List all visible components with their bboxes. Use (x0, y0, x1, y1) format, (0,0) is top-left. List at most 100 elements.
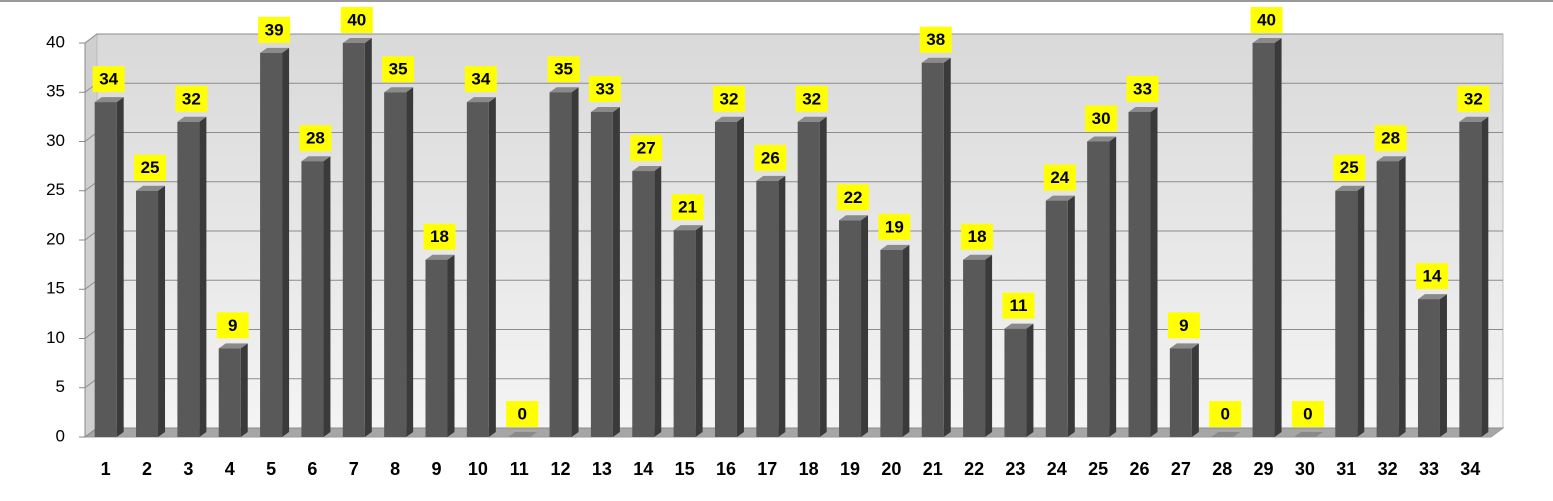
x-tick-label: 23 (1005, 459, 1025, 479)
bar-side (1150, 106, 1158, 437)
bar-side (199, 116, 207, 438)
value-label-bg (92, 66, 125, 93)
bar-top (880, 244, 910, 250)
bar-side (612, 106, 620, 437)
bar-top (590, 106, 620, 112)
value-label: 21 (678, 198, 697, 217)
bar (1459, 121, 1482, 438)
y-tick-label: 20 (46, 229, 65, 248)
value-label-bg (134, 154, 167, 181)
bar (839, 220, 862, 437)
bar (963, 259, 986, 437)
value-label: 24 (1050, 168, 1069, 187)
x-tick-label: 10 (468, 459, 488, 479)
value-label-bg (919, 26, 952, 53)
x-tick-label: 27 (1171, 459, 1191, 479)
y-tick-label: 30 (46, 131, 65, 150)
x-tick-label: 1 (101, 459, 111, 479)
x-tick-label: 34 (1460, 459, 1480, 479)
value-label-bg (1085, 105, 1118, 132)
bar-top (260, 47, 290, 53)
bar-top (1417, 294, 1447, 300)
x-tick-label: 31 (1336, 459, 1356, 479)
value-label: 32 (182, 89, 201, 108)
x-tick-label: 20 (881, 459, 901, 479)
x-tick-label: 11 (510, 459, 529, 479)
x-tick-label: 18 (799, 459, 819, 479)
bar (94, 102, 117, 437)
value-label: 9 (1179, 316, 1188, 335)
bar-side (654, 166, 662, 438)
x-tick-label: 9 (431, 459, 441, 479)
bar-side (406, 87, 414, 437)
bar-top (384, 87, 414, 93)
bar-top (797, 116, 827, 122)
bar (384, 92, 407, 437)
bar-top (301, 156, 331, 162)
value-label-bg (423, 223, 456, 250)
bar (1128, 111, 1151, 437)
bar-top (632, 166, 662, 172)
bar (797, 121, 820, 438)
value-label-bg (216, 312, 249, 339)
bar (136, 190, 159, 437)
value-label-bg (1209, 401, 1242, 427)
bar-side (323, 156, 331, 437)
x-tick-label: 28 (1212, 459, 1232, 479)
bar-top (136, 185, 166, 191)
value-label-bg (630, 135, 663, 162)
value-label: 40 (1257, 10, 1276, 29)
value-label: 30 (1092, 109, 1111, 128)
bar-top (425, 254, 455, 260)
x-tick-label: 3 (183, 459, 193, 479)
bar-top (756, 175, 786, 181)
value-label: 34 (99, 70, 118, 89)
value-label-bg (1415, 263, 1448, 290)
bar-top (963, 254, 993, 260)
y-tick-label: 15 (46, 279, 65, 298)
value-label: 32 (1464, 89, 1483, 108)
x-tick-label: 6 (307, 459, 317, 479)
bar-side (1109, 136, 1117, 437)
bar-top (1169, 343, 1199, 349)
y-tick-label: 35 (46, 82, 65, 101)
bar-side (1398, 156, 1406, 437)
x-tick-label: 8 (390, 459, 400, 479)
x-tick-label: 4 (225, 459, 235, 479)
bar-side (778, 175, 786, 437)
bar (673, 230, 696, 437)
bar-top (1045, 195, 1075, 201)
value-label: 27 (637, 139, 656, 158)
value-label: 34 (471, 70, 490, 89)
value-label: 0 (517, 404, 526, 423)
value-label: 18 (968, 227, 987, 246)
bar-side (943, 57, 951, 437)
x-tick-label: 19 (840, 459, 860, 479)
bar-side (158, 185, 166, 437)
value-label-bg (754, 144, 787, 171)
x-tick-label: 32 (1378, 459, 1398, 479)
value-label: 25 (1340, 158, 1359, 177)
value-label-bg (837, 184, 870, 211)
bar (549, 92, 572, 437)
value-label-bg (588, 75, 621, 102)
value-label: 39 (265, 20, 284, 39)
bar-top (94, 97, 124, 103)
bar (466, 102, 489, 437)
bar (756, 180, 779, 437)
value-label-bg (464, 66, 497, 93)
y-tick-label: 25 (46, 180, 65, 199)
value-label-bg (1002, 292, 1035, 319)
x-tick-label: 25 (1088, 459, 1108, 479)
value-label-bg (175, 85, 208, 112)
x-tick-label: 15 (675, 459, 695, 479)
y-tick-label: 5 (56, 377, 65, 396)
value-label: 33 (1133, 79, 1152, 98)
value-label-bg (1374, 125, 1407, 152)
value-label-bg (878, 213, 911, 240)
x-tick-label: 30 (1295, 459, 1315, 479)
bar-side (1026, 323, 1034, 437)
value-label: 0 (1220, 404, 1229, 423)
bar-side (447, 254, 455, 437)
